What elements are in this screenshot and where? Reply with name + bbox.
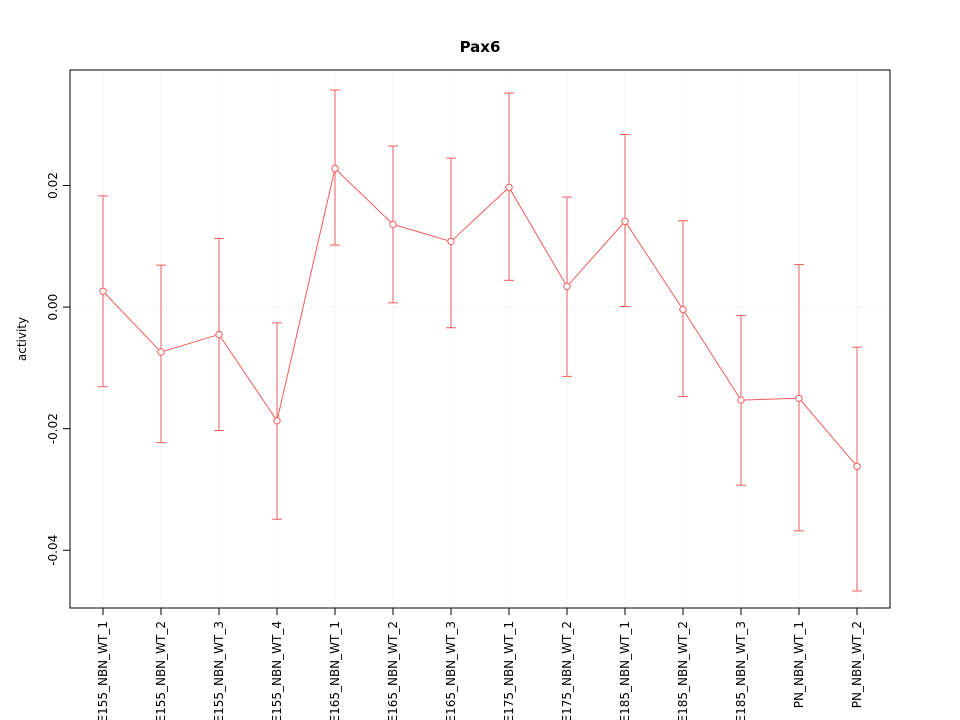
data-point xyxy=(273,417,281,425)
x-tick-label: E155_NBN_WT_2 xyxy=(154,621,168,720)
y-tick-label: -0.04 xyxy=(46,535,60,566)
chart-title: Pax6 xyxy=(459,38,501,56)
x-tick-label: E165_NBN_WT_3 xyxy=(444,621,458,720)
x-tick-label: E185_NBN_WT_2 xyxy=(676,621,690,720)
y-axis-label: activity xyxy=(15,316,29,362)
data-point xyxy=(621,217,629,226)
y-tick-label: 0.00 xyxy=(46,294,60,321)
x-tick-label: E175_NBN_WT_2 xyxy=(560,621,574,720)
x-tick-label: E185_NBN_WT_1 xyxy=(618,621,632,720)
x-tick-label: PN_NBN_WT_1 xyxy=(792,621,806,708)
data-point xyxy=(737,396,745,404)
plot-border xyxy=(69,69,891,609)
data-point xyxy=(447,237,455,246)
x-tick-label: E155_NBN_WT_3 xyxy=(212,621,226,720)
x-tick-label: PN_NBN_WT_2 xyxy=(850,621,864,708)
data-point xyxy=(215,330,223,339)
data-point xyxy=(389,220,397,229)
x-tick-label: E165_NBN_WT_2 xyxy=(386,621,400,720)
y-tick-label: -0.02 xyxy=(46,413,60,444)
data-point xyxy=(505,183,513,192)
data-point xyxy=(795,394,803,402)
y-tick-label: 0.02 xyxy=(46,172,60,199)
data-point xyxy=(563,282,571,291)
data-point xyxy=(679,305,687,314)
x-tick-label: E185_NBN_WT_3 xyxy=(734,621,748,720)
x-tick-label: E175_NBN_WT_1 xyxy=(502,621,516,720)
series-line xyxy=(102,167,858,467)
x-tick-label: E155_NBN_WT_4 xyxy=(270,621,284,720)
data-point xyxy=(99,287,107,295)
data-point xyxy=(331,164,339,173)
x-tick-label: E165_NBN_WT_1 xyxy=(328,621,342,720)
x-tick-label: E155_NBN_WT_1 xyxy=(96,621,110,720)
data-point xyxy=(853,462,861,471)
data-point xyxy=(157,348,165,356)
